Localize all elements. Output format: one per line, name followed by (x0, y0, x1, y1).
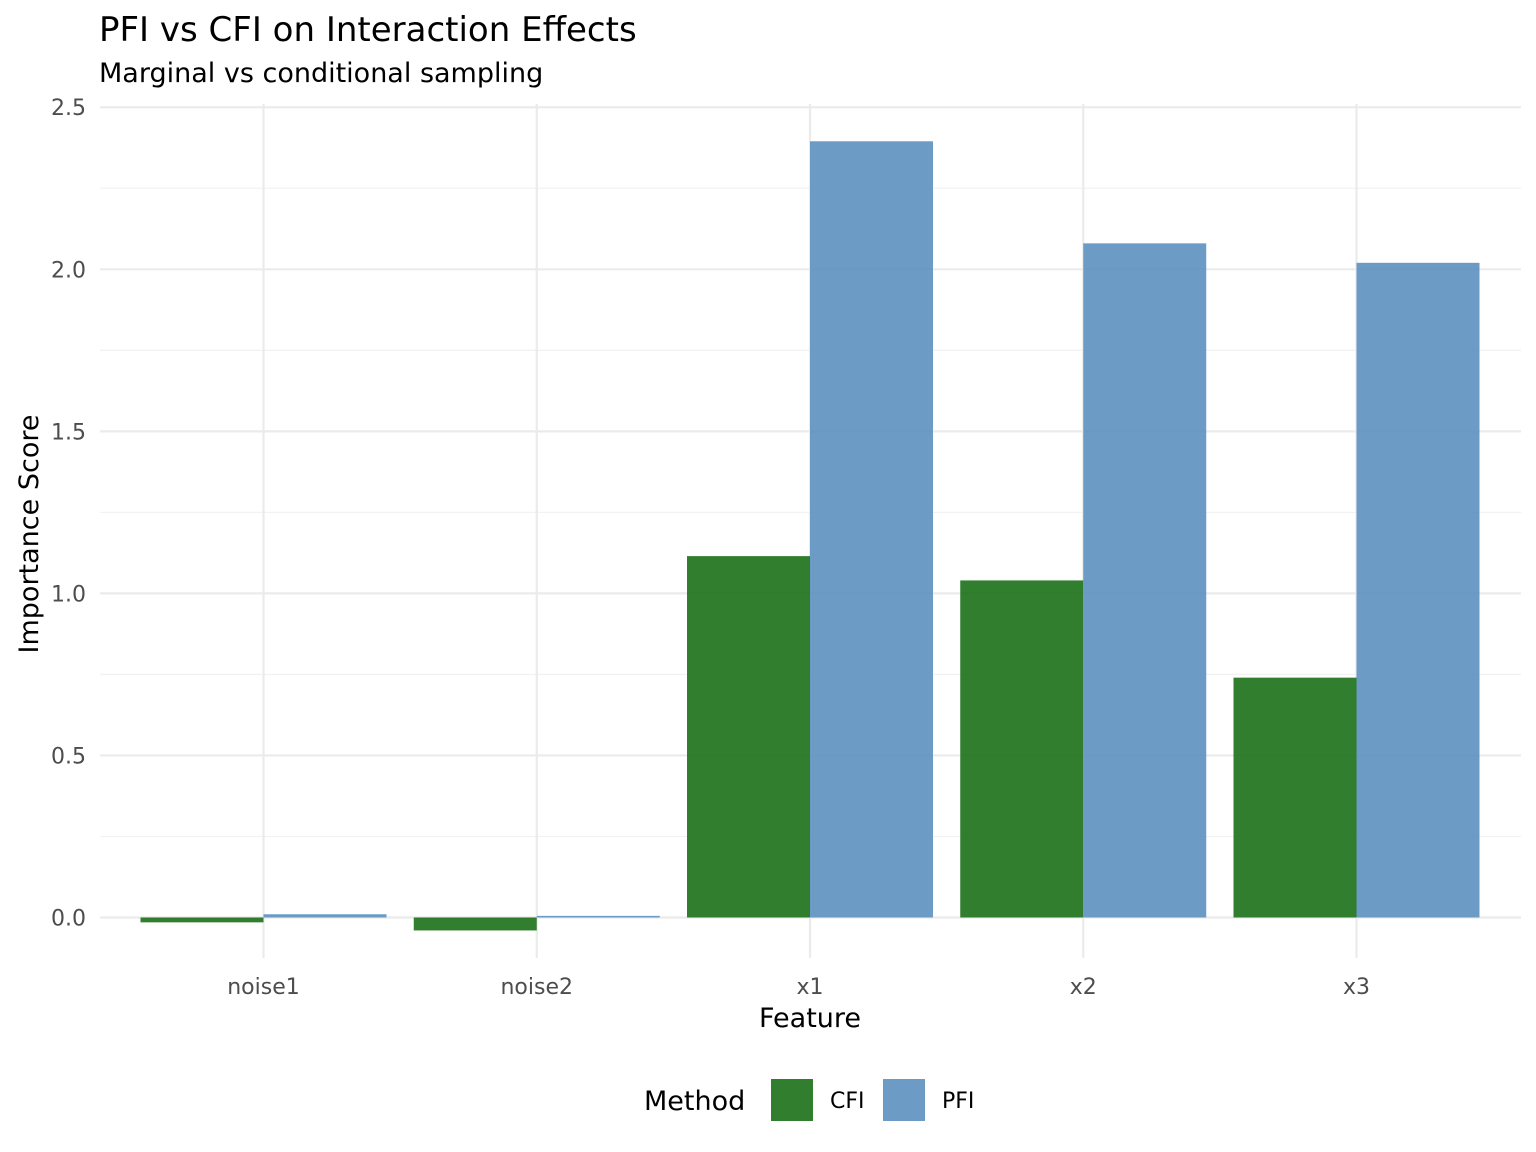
bar-cfi-x3 (1233, 677, 1357, 918)
chart-title: PFI vs CFI on Interaction Effects (99, 10, 637, 50)
y-tick-label: 2.0 (51, 258, 86, 283)
chart-subtitle: Marginal vs conditional sampling (99, 58, 543, 89)
bars (140, 141, 1480, 931)
y-tick-label: 0.5 (51, 744, 86, 769)
x-tick-label: x2 (1070, 975, 1097, 1000)
x-tick-label: noise1 (227, 975, 300, 1000)
legend-title: Method (644, 1086, 745, 1117)
y-tick-label: 0.0 (51, 906, 86, 931)
x-tick-label: x1 (796, 975, 823, 1000)
bar-cfi-noise2 (413, 917, 537, 931)
x-tick-label: x3 (1343, 975, 1370, 1000)
x-tick-label: noise2 (500, 975, 573, 1000)
y-tick-label: 1.5 (51, 420, 86, 445)
legend-key-pfi (883, 1079, 925, 1121)
bar-pfi-x2 (1083, 243, 1207, 918)
y-tick-label: 2.5 (51, 96, 86, 121)
x-axis-title: Feature (759, 1003, 861, 1034)
y-axis-title: Importance Score (14, 415, 45, 654)
bar-cfi-x1 (687, 556, 810, 918)
bar-pfi-x3 (1356, 262, 1480, 918)
legend-label-pfi: PFI (942, 1089, 974, 1114)
y-axis-ticks: 0.0 0.5 1.0 1.5 2.0 2.5 (51, 96, 86, 931)
legend: Method CFI PFI (644, 1079, 974, 1121)
bar-pfi-noise1 (263, 914, 387, 918)
legend-label-cfi: CFI (830, 1089, 865, 1114)
legend-key-cfi (771, 1079, 813, 1121)
bar-cfi-noise1 (140, 917, 264, 923)
x-axis-ticks: noise1 noise2 x1 x2 x3 (227, 975, 1370, 1000)
legend-items: CFI PFI (771, 1079, 974, 1121)
bar-cfi-x2 (960, 580, 1084, 918)
bar-pfi-x1 (810, 141, 933, 918)
bar-pfi-noise2 (536, 915, 660, 918)
y-tick-label: 1.0 (51, 582, 86, 607)
